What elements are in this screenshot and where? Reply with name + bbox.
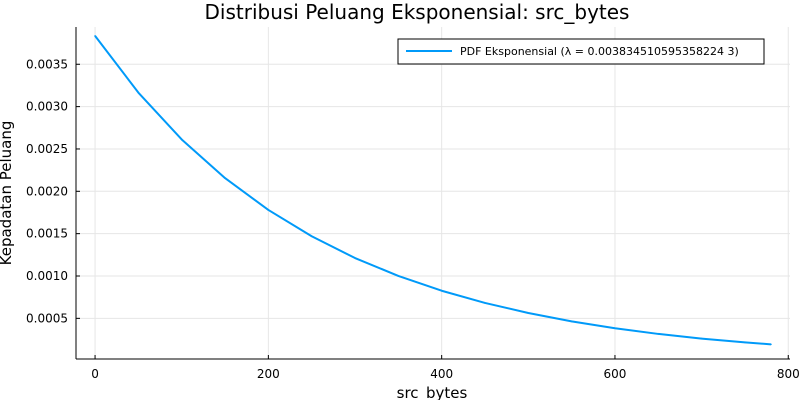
data-point [657, 333, 660, 335]
data-point [94, 35, 96, 37]
y-tick-label: 0.0005 [26, 311, 68, 325]
data-point [180, 138, 183, 141]
data-point [744, 341, 746, 344]
x-tick-label: 400 [430, 367, 453, 381]
x-tick-label: 800 [777, 367, 800, 381]
y-tick-label: 0.0015 [26, 227, 68, 241]
y-tick-label: 0.0035 [26, 57, 68, 71]
y-tick-label: 0.0010 [26, 269, 68, 283]
x-axis-title: src_bytes [397, 384, 468, 400]
chart-title: Distribusi Peluang Eksponensial: src_byt… [205, 0, 630, 24]
data-point [527, 312, 530, 314]
axes: 0 200 400 600 800 0.0005 0.0010 0.0015 0.0020 0.0… [26, 27, 800, 381]
data-point [570, 320, 573, 323]
series-layer [94, 35, 772, 346]
y-tick-label: 0.0020 [26, 184, 68, 198]
grid [76, 27, 790, 359]
data-point [267, 209, 270, 211]
data-point [770, 343, 772, 346]
data-point [354, 257, 356, 259]
legend: PDF Eksponensial (λ = 0.0038345105953582… [397, 38, 765, 65]
series-line [94, 35, 772, 346]
data-point [614, 327, 616, 330]
data-point [440, 289, 443, 292]
y-tick-label: 0.0025 [26, 142, 68, 156]
data-point [310, 235, 313, 238]
legend-label: PDF Eksponensial (λ = 0.0038345105953582… [460, 45, 739, 58]
y-axis-title: Kepadatan Peluang [0, 121, 15, 266]
x-tick-label: 600 [604, 367, 627, 381]
data-point [484, 302, 486, 304]
data-point [700, 337, 703, 340]
data-point [397, 275, 400, 277]
data-point [224, 177, 226, 179]
x-tick-label: 0 [91, 367, 99, 381]
data-point [137, 91, 140, 94]
legend-box [397, 38, 765, 65]
x-tick-label: 200 [257, 367, 280, 381]
y-tick-label: 0.0030 [26, 100, 68, 114]
